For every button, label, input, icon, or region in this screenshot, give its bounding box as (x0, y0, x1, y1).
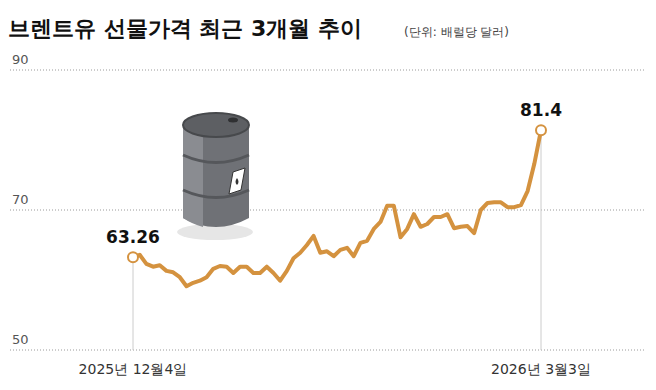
x-tick (133, 263, 134, 350)
title: 브렌트유 선물가격 최근 3개월 추이 (8, 16, 362, 41)
x-tick (541, 136, 542, 350)
barrel-icon (177, 113, 253, 240)
point-marker (128, 252, 138, 262)
barrel-body (183, 125, 249, 227)
line-series (133, 130, 541, 286)
x-tick-label: 2025년 12월4일 (79, 361, 188, 377)
point-marker (536, 125, 546, 135)
data-label: 81.4 (520, 100, 562, 120)
subtitle: (단위: 배럴당 달러) (404, 25, 509, 39)
y-tick-label: 90 (12, 52, 29, 67)
grid-line (10, 350, 646, 351)
x-tick-label: 2026년 3월3일 (491, 361, 591, 377)
y-tick-label: 50 (12, 332, 29, 347)
barrel-ring (183, 155, 249, 163)
grid-line (10, 70, 646, 71)
data-label: 63.26 (106, 227, 160, 247)
plot-area (128, 125, 546, 286)
barrel-drop (236, 178, 239, 185)
barrel-top (183, 113, 249, 137)
y-tick-label: 70 (12, 192, 29, 207)
grid-line (10, 210, 646, 211)
chart-container: 브렌트유 선물가격 최근 3개월 추이 (단위: 배럴당 달러) 50 70 90 202… (0, 0, 656, 390)
chart-svg: 브렌트유 선물가격 최근 3개월 추이 (단위: 배럴당 달러) 50 70 90 202… (0, 0, 656, 390)
barrel-label (229, 168, 245, 194)
barrel-cap (228, 118, 238, 123)
barrel-highlight (183, 125, 203, 227)
